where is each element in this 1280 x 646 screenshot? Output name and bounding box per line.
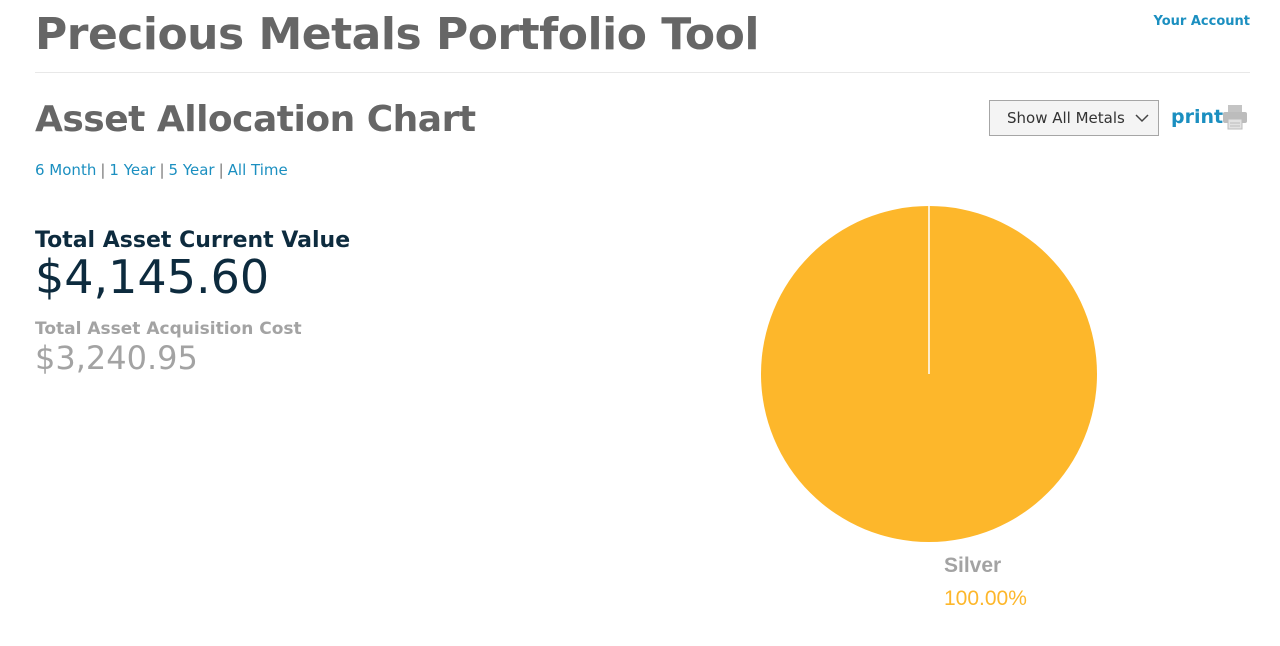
section-title: Asset Allocation Chart [35, 99, 476, 140]
separator: | [159, 161, 165, 179]
current-value-label: Total Asset Current Value [35, 228, 351, 253]
pie-percent-silver: 100.00% [944, 587, 1027, 610]
header-divider [35, 72, 1250, 73]
current-value: $4,145.60 [35, 250, 270, 304]
page-title: Precious Metals Portfolio Tool [35, 9, 759, 60]
range-1-year-link[interactable]: 1 Year [109, 161, 156, 179]
your-account-link[interactable]: Your Account [1153, 14, 1250, 29]
separator: | [100, 161, 106, 179]
range-all-time-link[interactable]: All Time [227, 161, 288, 179]
acquisition-cost-label: Total Asset Acquisition Cost [35, 319, 302, 339]
chevron-down-icon [1135, 114, 1149, 123]
metal-filter-value: Show All Metals [1007, 109, 1125, 127]
printer-icon[interactable] [1221, 103, 1249, 131]
range-6-month-link[interactable]: 6 Month [35, 161, 97, 179]
print-link[interactable]: print [1171, 106, 1224, 128]
separator: | [218, 161, 224, 179]
metal-filter-select[interactable]: Show All Metals [989, 100, 1159, 136]
pie-label-silver: Silver [944, 554, 1001, 577]
range-5-year-link[interactable]: 5 Year [168, 161, 215, 179]
acquisition-cost-value: $3,240.95 [35, 339, 198, 377]
time-range-links: 6 Month | 1 Year | 5 Year | All Time [35, 161, 288, 179]
allocation-pie-chart: Silver 100.00% [761, 206, 1097, 610]
